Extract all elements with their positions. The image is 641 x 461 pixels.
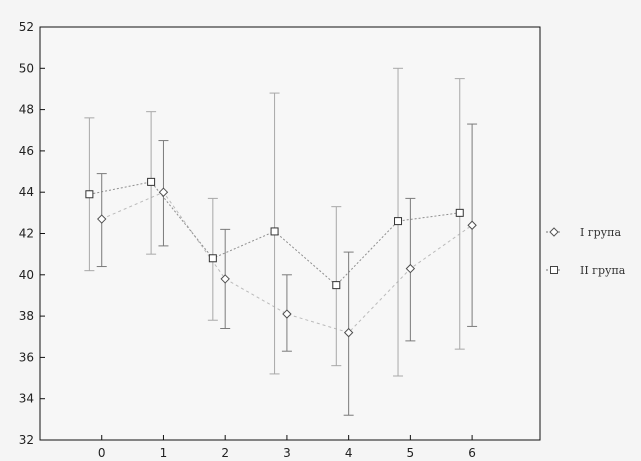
y-tick-label: 50 bbox=[19, 61, 34, 75]
y-tick-label: 38 bbox=[19, 309, 34, 323]
y-tick-label: 40 bbox=[19, 268, 34, 282]
data-point-diamond bbox=[158, 187, 169, 197]
data-point-diamond bbox=[343, 327, 354, 338]
data-point-square bbox=[455, 208, 464, 217]
legend-square-icon bbox=[550, 266, 558, 274]
plot-frame bbox=[39, 26, 541, 441]
data-point-square bbox=[270, 227, 279, 236]
legend-diamond-icon bbox=[549, 227, 559, 237]
x-tick-label: 0 bbox=[98, 446, 106, 460]
data-point-square bbox=[394, 217, 403, 226]
y-tick-label: 42 bbox=[19, 227, 34, 241]
legend-label: I група bbox=[580, 226, 621, 239]
data-point-square bbox=[147, 177, 156, 186]
markers bbox=[85, 177, 477, 338]
data-point-diamond bbox=[220, 274, 230, 284]
data-point-diamond bbox=[467, 220, 477, 230]
x-tick-label: 2 bbox=[221, 446, 229, 460]
y-tick-label: 48 bbox=[19, 103, 34, 117]
y-tick-label: 52 bbox=[19, 20, 34, 34]
x-tick-label: 4 bbox=[345, 446, 353, 460]
data-point-square bbox=[332, 281, 341, 290]
data-point-diamond bbox=[405, 263, 416, 274]
x-tick-label: 5 bbox=[407, 446, 415, 460]
y-tick-label: 44 bbox=[19, 185, 34, 199]
x-axis: 0 1 2 3 4 5 6 bbox=[98, 435, 476, 460]
x-tick-label: 3 bbox=[283, 446, 291, 460]
data-point-square bbox=[85, 190, 94, 199]
x-tick-label: 6 bbox=[468, 446, 476, 460]
y-tick-label: 36 bbox=[19, 350, 34, 364]
legend: I група II група bbox=[546, 226, 626, 277]
data-point-square bbox=[208, 254, 217, 263]
data-point-diamond bbox=[282, 309, 292, 319]
y-tick-label: 46 bbox=[19, 144, 34, 158]
y-tick-label: 32 bbox=[19, 433, 34, 447]
data-point-diamond bbox=[97, 214, 107, 224]
y-tick-label: 34 bbox=[19, 392, 34, 406]
x-tick-label: 1 bbox=[160, 446, 168, 460]
y-axis: 32 34 36 38 40 42 44 46 48 50 52 bbox=[19, 20, 45, 447]
legend-label: II група bbox=[580, 264, 626, 277]
